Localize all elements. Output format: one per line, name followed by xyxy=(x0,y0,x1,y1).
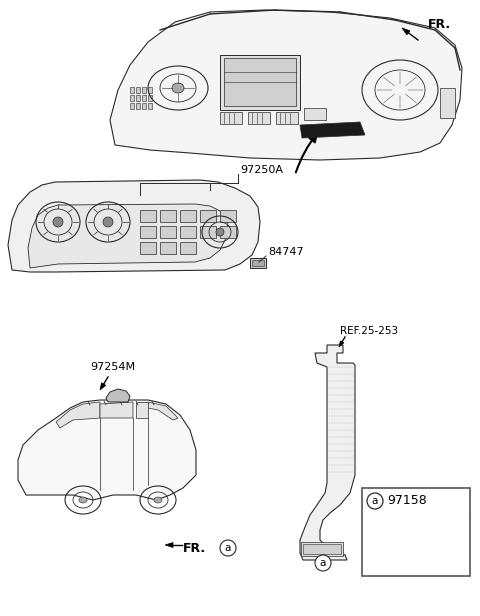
Circle shape xyxy=(315,555,331,571)
Bar xyxy=(224,58,296,106)
Polygon shape xyxy=(136,402,148,418)
Polygon shape xyxy=(402,28,410,34)
Bar xyxy=(148,87,152,93)
Bar xyxy=(220,55,300,110)
Polygon shape xyxy=(100,402,133,418)
Text: 97250A: 97250A xyxy=(240,165,283,175)
Bar xyxy=(303,544,341,554)
Bar xyxy=(220,112,242,124)
Bar xyxy=(140,226,156,238)
Bar xyxy=(180,242,196,254)
Bar xyxy=(140,210,156,222)
Ellipse shape xyxy=(79,497,87,503)
Bar xyxy=(160,210,176,222)
Text: FR.: FR. xyxy=(428,18,451,31)
Polygon shape xyxy=(300,122,365,138)
Ellipse shape xyxy=(216,228,224,236)
Bar xyxy=(220,210,236,222)
Bar xyxy=(136,103,140,109)
Bar xyxy=(142,95,146,101)
Bar xyxy=(148,95,152,101)
Polygon shape xyxy=(300,345,355,560)
Text: 97158: 97158 xyxy=(387,495,427,508)
Polygon shape xyxy=(100,383,106,390)
Bar xyxy=(160,226,176,238)
Bar xyxy=(136,95,140,101)
Text: REF.25-253: REF.25-253 xyxy=(340,326,398,336)
Bar xyxy=(250,258,266,268)
Polygon shape xyxy=(106,389,130,402)
Circle shape xyxy=(220,540,236,556)
Bar xyxy=(411,535,421,544)
Bar xyxy=(200,210,216,222)
Bar xyxy=(130,103,134,109)
Ellipse shape xyxy=(154,497,162,503)
Bar xyxy=(136,87,140,93)
Bar xyxy=(160,242,176,254)
Bar xyxy=(301,542,343,556)
Circle shape xyxy=(318,557,328,567)
Polygon shape xyxy=(339,341,344,347)
Ellipse shape xyxy=(53,217,63,227)
Bar xyxy=(248,112,270,124)
Bar xyxy=(422,535,432,544)
Polygon shape xyxy=(18,400,196,500)
Polygon shape xyxy=(148,402,178,420)
Bar xyxy=(140,242,156,254)
Bar xyxy=(304,108,326,120)
Polygon shape xyxy=(110,10,462,160)
Bar xyxy=(180,226,196,238)
Bar xyxy=(440,88,455,118)
Bar xyxy=(142,103,146,109)
Text: FR.: FR. xyxy=(183,541,206,554)
Text: 84747: 84747 xyxy=(268,247,304,257)
Bar xyxy=(142,87,146,93)
Bar xyxy=(407,532,435,554)
Bar xyxy=(130,95,134,101)
Text: a: a xyxy=(225,543,231,553)
Polygon shape xyxy=(8,180,260,272)
Text: a: a xyxy=(320,558,326,568)
Bar xyxy=(252,260,264,266)
Bar xyxy=(362,488,470,576)
Ellipse shape xyxy=(103,217,113,227)
Bar xyxy=(276,112,298,124)
Polygon shape xyxy=(165,543,173,548)
Text: a: a xyxy=(372,496,378,506)
Bar xyxy=(180,210,196,222)
Bar xyxy=(415,554,427,559)
Circle shape xyxy=(367,493,383,509)
Polygon shape xyxy=(56,402,100,428)
Polygon shape xyxy=(28,204,228,268)
Bar xyxy=(220,226,236,238)
Bar xyxy=(200,226,216,238)
Bar xyxy=(148,103,152,109)
Ellipse shape xyxy=(172,83,184,93)
Bar xyxy=(130,87,134,93)
Text: 97254M: 97254M xyxy=(90,362,135,372)
